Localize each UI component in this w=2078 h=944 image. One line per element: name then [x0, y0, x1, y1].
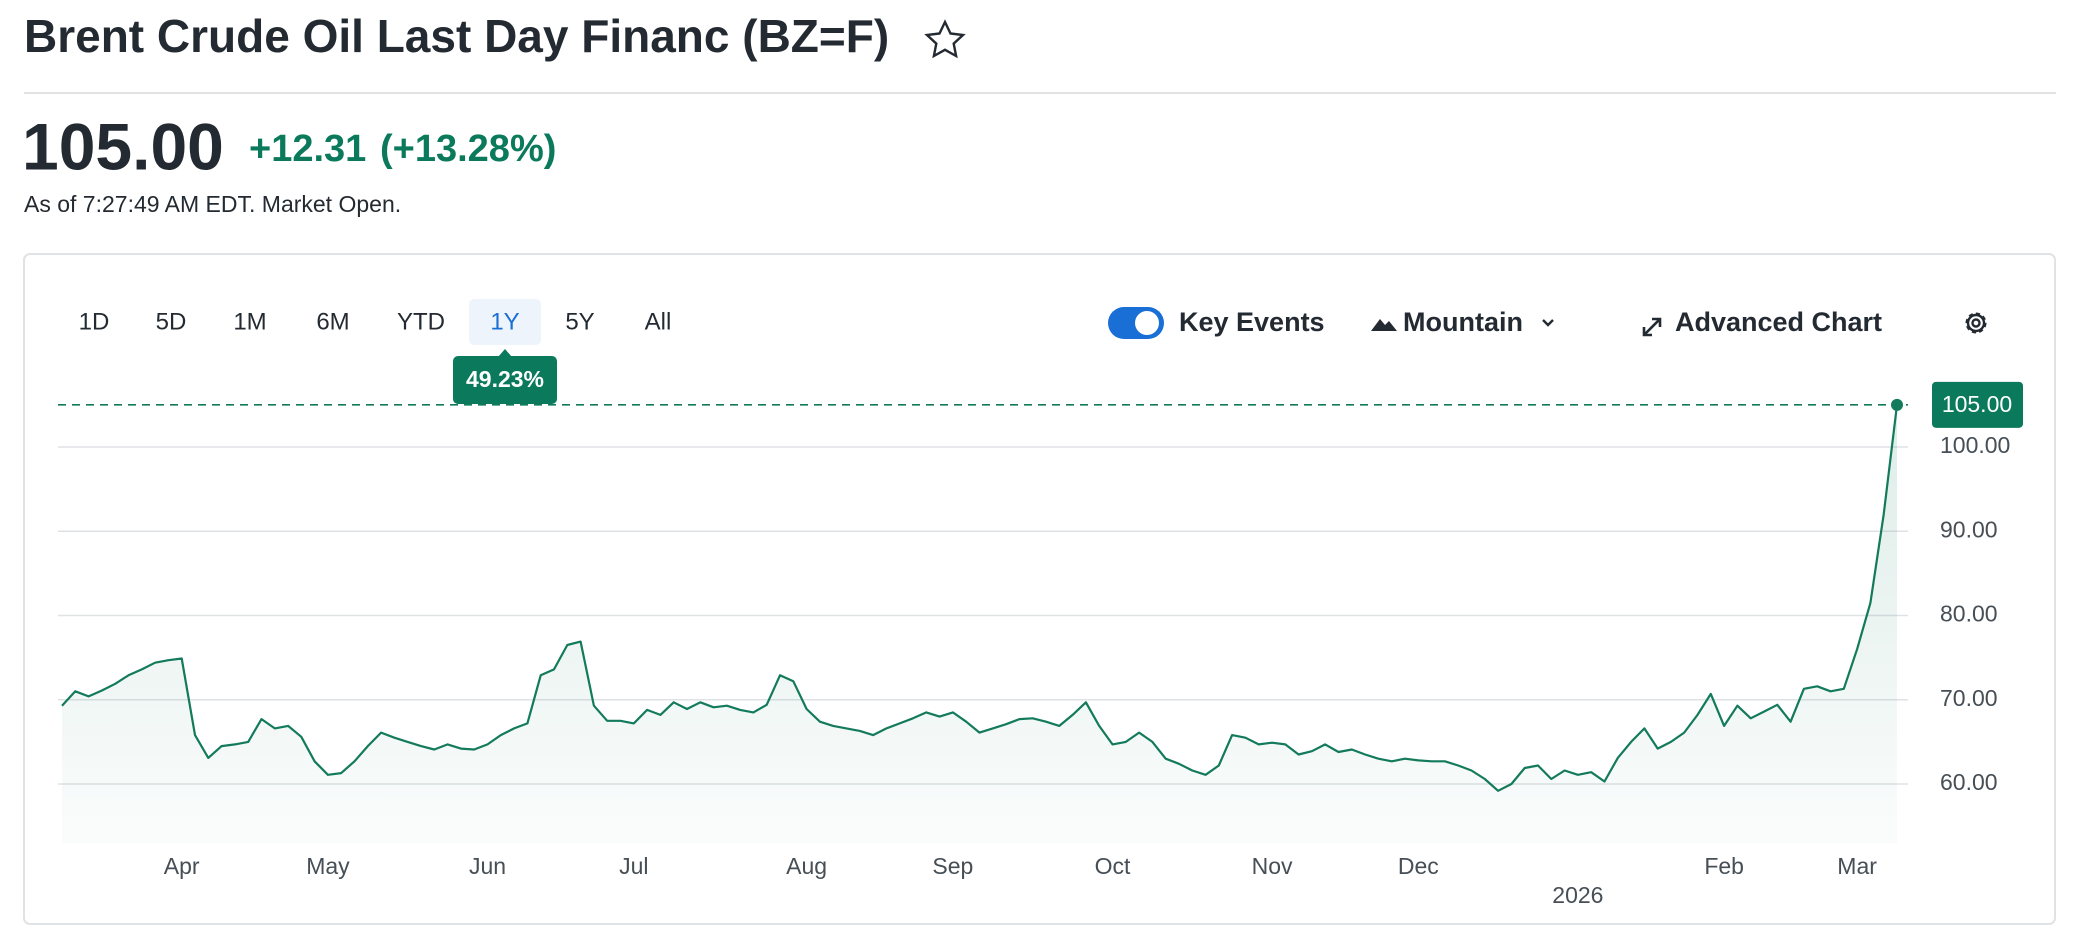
- x-tick-label: Feb: [1704, 853, 1744, 879]
- range-selected-bg: [469, 299, 541, 345]
- badge-pointer: [498, 349, 512, 357]
- expand-icon: [1642, 317, 1662, 337]
- x-tick-label: 2026: [1552, 882, 1603, 908]
- x-tick-label: Aug: [786, 853, 827, 879]
- y-tick-label: 80.00: [1940, 601, 1998, 627]
- last-point: [1891, 398, 1903, 411]
- change: +12.31: [249, 128, 366, 170]
- x-tick-label: May: [306, 853, 350, 879]
- plot: 60.00 70.00 80.00 90.00 100.00 105.00 Apr May Ju…: [58, 381, 2023, 908]
- last-price-label: 105.00: [1942, 391, 2012, 417]
- settings-icon[interactable]: [1965, 312, 1987, 334]
- range-button[interactable]: 5D: [156, 308, 187, 335]
- title: Brent Crude Oil Last Day Financ (BZ=F): [24, 10, 889, 62]
- x-tick-label: Jul: [619, 853, 648, 879]
- x-tick-label: Dec: [1398, 853, 1439, 879]
- range-button[interactable]: 6M: [316, 308, 349, 335]
- y-tick-label: 100.00: [1940, 432, 2010, 458]
- range-button[interactable]: 5Y: [565, 308, 594, 335]
- x-tick-label: Jun: [469, 853, 506, 879]
- mountain-icon: [1371, 319, 1397, 331]
- chevron: [1542, 319, 1554, 327]
- range-return-badge: [453, 356, 557, 404]
- x-tick-label: Apr: [164, 853, 200, 879]
- area-fill: [62, 404, 1897, 843]
- toolbar: 1D 5D 1M 6M YTD 1Y 49.23% 5Y All: [79, 299, 672, 404]
- price-line: [61, 404, 1899, 792]
- range-button[interactable]: YTD: [397, 308, 445, 335]
- x-tick-label: Mar: [1837, 853, 1877, 879]
- range-button[interactable]: All: [645, 308, 672, 335]
- y-tick-label: 70.00: [1940, 685, 1998, 711]
- toggle-knob: [1135, 311, 1159, 335]
- price: 105.00: [22, 109, 224, 183]
- last-price-tag: [1932, 381, 2023, 428]
- advanced-chart[interactable]: Advanced Chart: [1675, 307, 1882, 337]
- x-tick-label: Sep: [932, 853, 973, 879]
- y-tick-label: 60.00: [1940, 769, 1998, 795]
- key-events-label[interactable]: Key Events: [1179, 307, 1325, 337]
- x-tick-label: Nov: [1252, 853, 1293, 879]
- x-tick-label: Oct: [1095, 853, 1131, 879]
- range-button[interactable]: 1D: [79, 308, 110, 335]
- market-status: As of 7:27:49 AM EDT. Market Open.: [24, 191, 401, 217]
- y-tick-label: 90.00: [1940, 516, 1998, 542]
- range-return: 49.23%: [466, 366, 544, 392]
- range-button[interactable]: 1M: [233, 308, 266, 335]
- watchlist-star[interactable]: [924, 19, 966, 59]
- change-percent: (+13.28%): [380, 128, 556, 170]
- chart-style[interactable]: Mountain: [1403, 307, 1523, 337]
- range-button[interactable]: 1Y: [490, 308, 519, 335]
